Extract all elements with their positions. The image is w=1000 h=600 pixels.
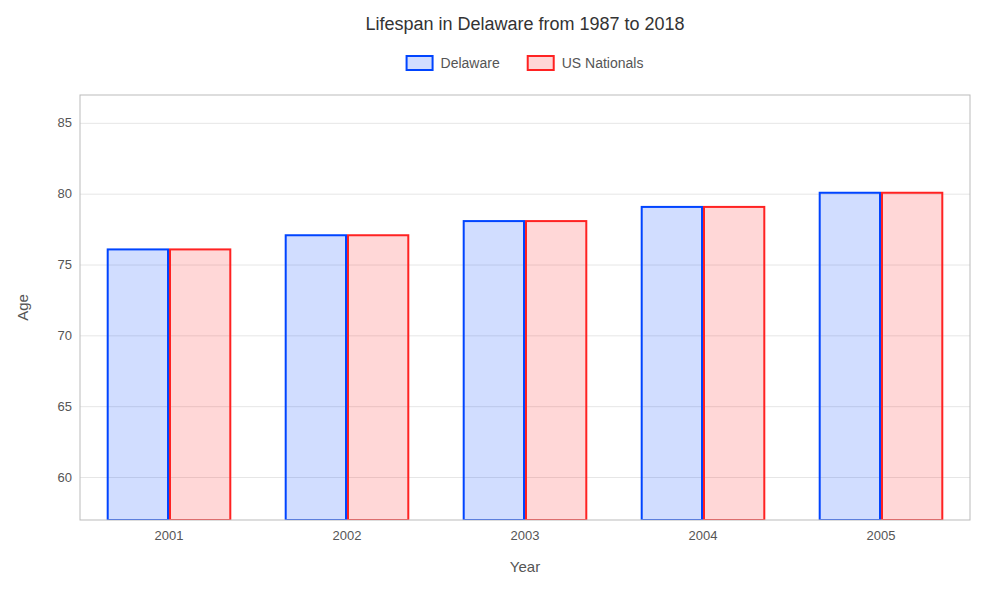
- y-tick-label: 65: [58, 399, 72, 414]
- y-tick-label: 80: [58, 186, 72, 201]
- legend-item: Delaware: [407, 55, 500, 71]
- legend-label: Delaware: [441, 55, 500, 71]
- bars: [108, 193, 943, 520]
- legend-swatch: [407, 56, 433, 70]
- x-tick-label: 2001: [155, 528, 184, 543]
- y-axis-label: Age: [14, 294, 31, 321]
- bar: [170, 249, 230, 520]
- chart-svg: 60 65 70 75 80 85 2001 2002 2003 2004 2005 Lifespan…: [0, 0, 1000, 600]
- plot-frame: [80, 95, 970, 520]
- bar: [108, 249, 168, 520]
- x-tick-label: 2003: [511, 528, 540, 543]
- bar: [704, 207, 764, 520]
- x-tick-label: 2004: [689, 528, 718, 543]
- bar: [348, 235, 408, 520]
- legend-item: US Nationals: [528, 55, 644, 71]
- title: Lifespan in Delaware from 1987 to 2018: [365, 14, 684, 34]
- bar: [642, 207, 702, 520]
- legend: Delaware US Nationals: [407, 55, 644, 71]
- chart-container: 60 65 70 75 80 85 2001 2002 2003 2004 2005 Lifespan…: [0, 0, 1000, 600]
- y-tick-label: 85: [58, 115, 72, 130]
- bar: [820, 193, 880, 520]
- legend-label: US Nationals: [562, 55, 644, 71]
- bar: [464, 221, 524, 520]
- y-tick-label: 60: [58, 470, 72, 485]
- x-tick-label: 2002: [333, 528, 362, 543]
- x-tick-label: 2005: [867, 528, 896, 543]
- legend-swatch: [528, 56, 554, 70]
- y-tick-label: 75: [58, 257, 72, 272]
- bar: [526, 221, 586, 520]
- x-axis-label: Year: [510, 558, 540, 575]
- grid-line: [80, 123, 970, 124]
- bar: [286, 235, 346, 520]
- bar: [882, 193, 942, 520]
- y-tick-label: 70: [58, 328, 72, 343]
